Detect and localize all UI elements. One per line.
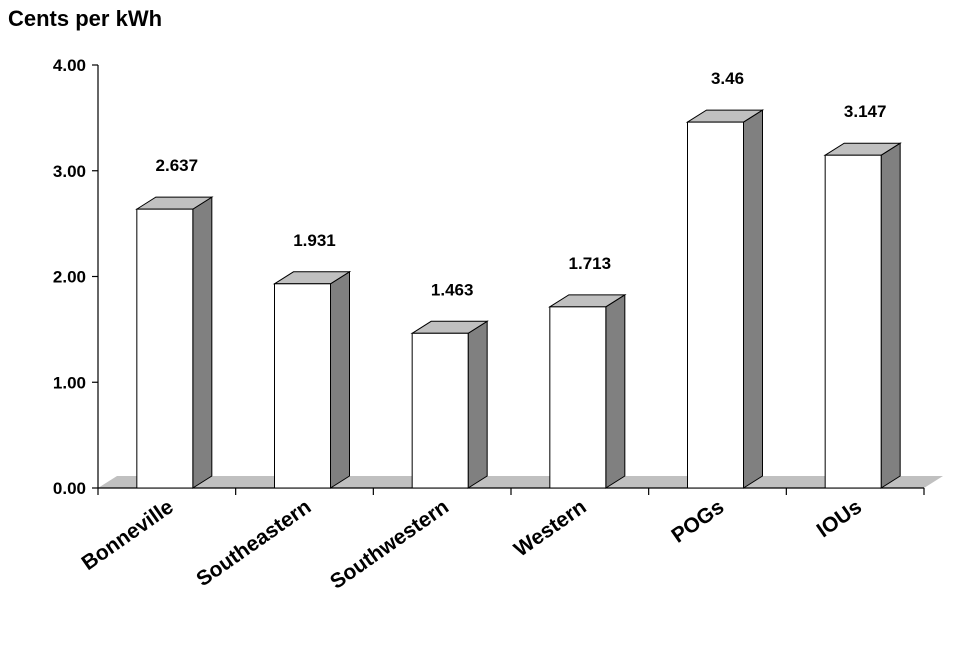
data-label: 1.713 [569,254,612,273]
data-label: 1.463 [431,280,474,299]
bar-front-face [549,306,607,489]
bar-front-face [824,154,882,489]
bars-layer [135,109,902,489]
chart-floor-layer [98,476,943,488]
data-label: 2.637 [156,156,199,175]
bar-front-face [687,121,744,489]
data-label: 3.147 [844,102,887,121]
bar-side-face [467,320,488,489]
bar-front-face [274,283,331,489]
y-tick-label: 0.00 [53,479,86,498]
bar-side-face [330,270,350,489]
axis-layer: 0.00 1.00 2.00 3.00 4.00 [53,56,925,498]
bar-southeastern [272,270,352,489]
bar-pogs [685,109,765,489]
bar-side-face [743,109,763,489]
data-label: 3.46 [711,69,744,88]
x-category-label: Southwestern [326,495,453,593]
y-tick-label: 4.00 [53,56,86,75]
x-category-label: IOUs [813,495,866,542]
bar-front-face [136,208,194,489]
data-label: 1.931 [293,231,336,250]
bar-southwestern [410,320,489,489]
y-tick-label: 2.00 [53,268,86,287]
y-tick-label: 1.00 [53,373,86,392]
x-category-label: Bonneville [78,495,178,575]
y-axis-title: Cents per kWh [8,6,163,31]
y-tick-label: 3.00 [53,162,86,181]
bar-ious [823,142,902,489]
bar-side-face [880,142,901,489]
x-category-label: POGs [667,495,728,547]
bar-side-face [605,293,626,489]
bar-front-face [411,332,469,489]
bar-bonneville [135,196,214,489]
chart-floor [98,476,943,488]
x-category-label: Southeastern [192,495,315,591]
bar-western [548,293,627,489]
x-category-label: Western [510,495,591,561]
bar-side-face [192,196,213,489]
